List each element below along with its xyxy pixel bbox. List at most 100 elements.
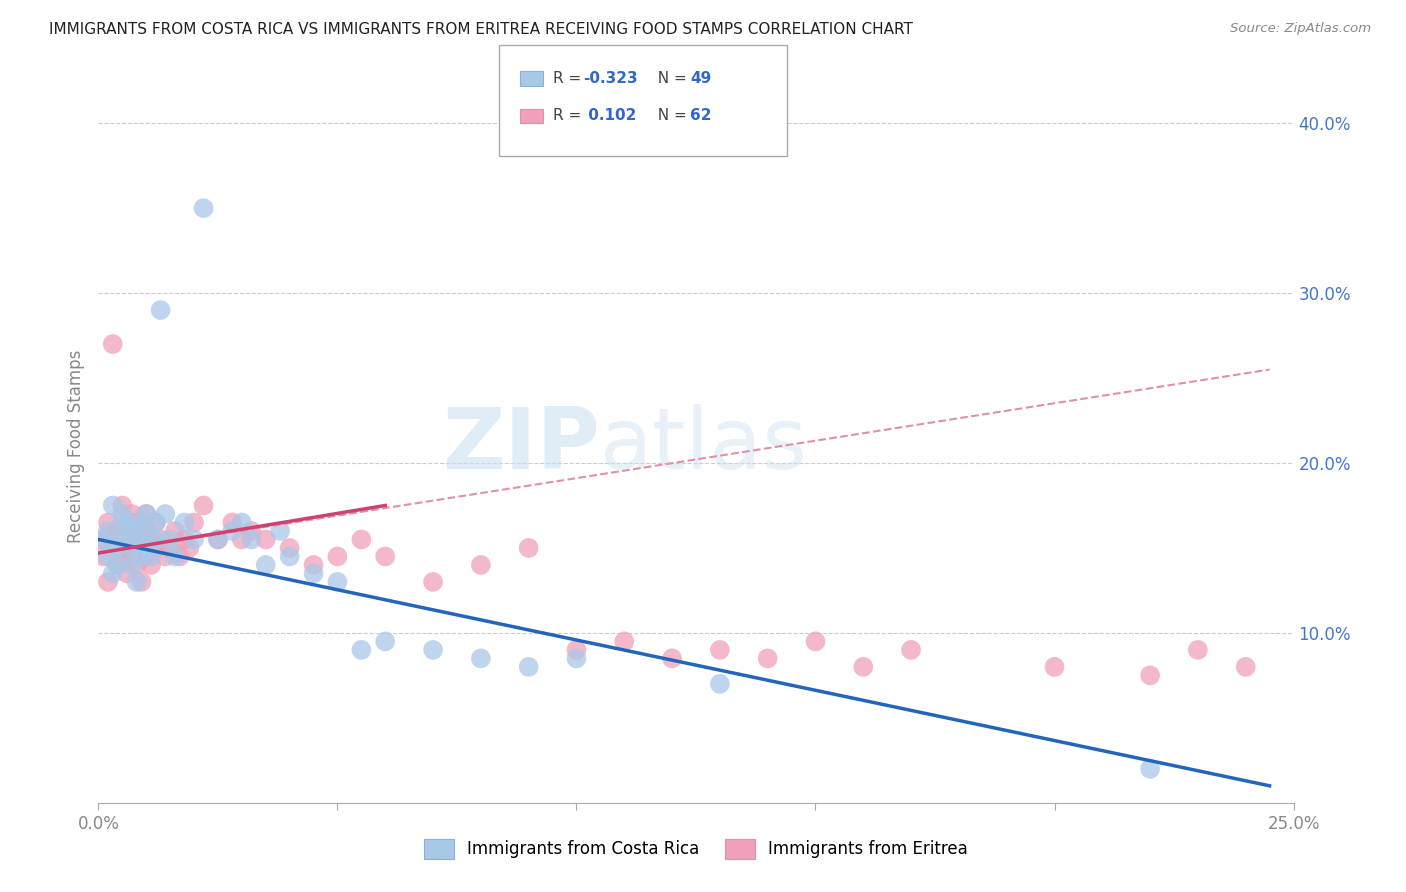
Point bbox=[101, 499, 124, 513]
Point bbox=[107, 524, 129, 538]
Point bbox=[111, 516, 134, 530]
Point bbox=[517, 541, 540, 555]
Point bbox=[111, 507, 134, 521]
Point bbox=[173, 516, 195, 530]
Point bbox=[302, 566, 325, 581]
Text: 62: 62 bbox=[690, 109, 711, 123]
Point bbox=[159, 533, 181, 547]
Text: N =: N = bbox=[648, 109, 692, 123]
Point bbox=[709, 643, 731, 657]
Point bbox=[107, 558, 129, 572]
Point bbox=[254, 558, 277, 572]
Point bbox=[240, 524, 263, 538]
Point bbox=[179, 541, 201, 555]
Point bbox=[135, 507, 157, 521]
Point bbox=[111, 533, 134, 547]
Point bbox=[139, 558, 162, 572]
Point bbox=[145, 533, 167, 547]
Point bbox=[111, 549, 134, 564]
Point bbox=[101, 533, 124, 547]
Point bbox=[269, 524, 291, 538]
Text: ZIP: ZIP bbox=[443, 404, 600, 488]
Point bbox=[163, 549, 186, 564]
Point bbox=[852, 660, 875, 674]
Text: -0.323: -0.323 bbox=[583, 71, 638, 86]
Point bbox=[101, 337, 124, 351]
Point bbox=[121, 558, 143, 572]
Point bbox=[900, 643, 922, 657]
Point bbox=[121, 541, 143, 555]
Point bbox=[149, 533, 172, 547]
Point bbox=[131, 516, 153, 530]
Point bbox=[183, 533, 205, 547]
Point bbox=[1234, 660, 1257, 674]
Point bbox=[302, 558, 325, 572]
Point bbox=[155, 507, 177, 521]
Point bbox=[125, 516, 148, 530]
Point bbox=[115, 516, 138, 530]
Point bbox=[107, 541, 129, 555]
Point bbox=[121, 549, 143, 564]
Point bbox=[1043, 660, 1066, 674]
Text: atlas: atlas bbox=[600, 404, 808, 488]
Point bbox=[91, 533, 114, 547]
Point bbox=[193, 201, 215, 215]
Text: Source: ZipAtlas.com: Source: ZipAtlas.com bbox=[1230, 22, 1371, 36]
Point bbox=[135, 524, 157, 538]
Point bbox=[254, 533, 277, 547]
Point bbox=[139, 549, 162, 564]
Point bbox=[183, 516, 205, 530]
Point bbox=[163, 524, 186, 538]
Point bbox=[111, 533, 134, 547]
Point bbox=[121, 524, 143, 538]
Point bbox=[326, 549, 349, 564]
Text: 49: 49 bbox=[690, 71, 711, 86]
Point bbox=[115, 524, 138, 538]
Point bbox=[107, 558, 129, 572]
Point bbox=[422, 643, 444, 657]
Point bbox=[97, 524, 120, 538]
Point bbox=[221, 516, 243, 530]
Point bbox=[131, 533, 153, 547]
Point bbox=[173, 533, 195, 547]
Point bbox=[193, 499, 215, 513]
Point bbox=[169, 549, 191, 564]
Point bbox=[155, 549, 177, 564]
Point bbox=[326, 574, 349, 589]
Point bbox=[350, 643, 373, 657]
Legend: Immigrants from Costa Rica, Immigrants from Eritrea: Immigrants from Costa Rica, Immigrants f… bbox=[418, 832, 974, 866]
Point bbox=[221, 524, 243, 538]
Point bbox=[131, 549, 153, 564]
Point bbox=[97, 516, 120, 530]
Point bbox=[756, 651, 779, 665]
Point bbox=[422, 574, 444, 589]
Point bbox=[804, 634, 827, 648]
Point bbox=[613, 634, 636, 648]
Point bbox=[565, 643, 588, 657]
Point bbox=[131, 574, 153, 589]
Point bbox=[240, 533, 263, 547]
Text: IMMIGRANTS FROM COSTA RICA VS IMMIGRANTS FROM ERITREA RECEIVING FOOD STAMPS CORR: IMMIGRANTS FROM COSTA RICA VS IMMIGRANTS… bbox=[49, 22, 912, 37]
Point bbox=[149, 303, 172, 318]
Point bbox=[350, 533, 373, 547]
Point bbox=[125, 574, 148, 589]
Text: N =: N = bbox=[648, 71, 692, 86]
Point bbox=[115, 566, 138, 581]
Point bbox=[135, 541, 157, 555]
Point bbox=[1139, 762, 1161, 776]
Point bbox=[111, 499, 134, 513]
Point bbox=[207, 533, 229, 547]
Point bbox=[145, 516, 167, 530]
Point bbox=[101, 566, 124, 581]
Point bbox=[125, 533, 148, 547]
Point bbox=[135, 524, 157, 538]
Point bbox=[278, 549, 301, 564]
Point bbox=[374, 549, 396, 564]
Point bbox=[565, 651, 588, 665]
Point bbox=[139, 533, 162, 547]
Point bbox=[97, 574, 120, 589]
Point bbox=[145, 516, 167, 530]
Point bbox=[1187, 643, 1209, 657]
Point bbox=[135, 549, 157, 564]
Y-axis label: Receiving Food Stamps: Receiving Food Stamps bbox=[66, 350, 84, 542]
